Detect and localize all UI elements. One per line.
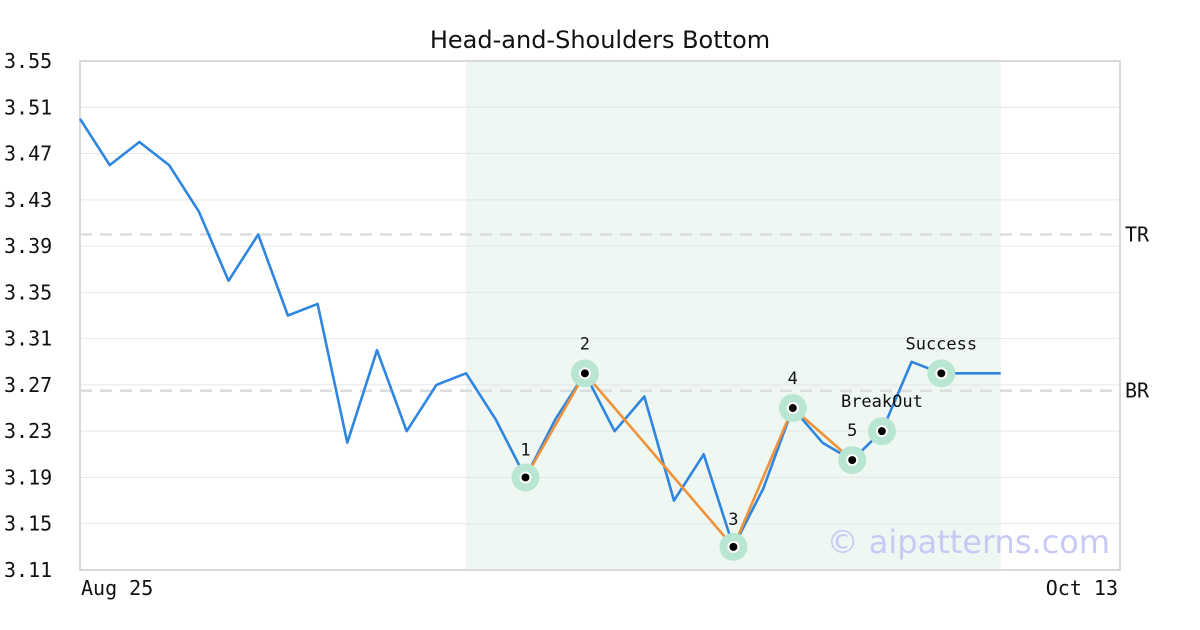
point-label: 2 (580, 334, 590, 354)
pattern-region-layer (466, 61, 1001, 570)
y-tick-label: 3.39 (4, 234, 52, 258)
point-label: 5 (847, 421, 857, 441)
pattern-region (466, 61, 1001, 570)
y-tick-label: 3.19 (4, 465, 52, 489)
chart-title: Head-and-Shoulders Bottom (430, 26, 770, 54)
watermark: © aipatterns.com (827, 523, 1110, 561)
point-label: BreakOut (841, 392, 923, 412)
pattern-points-layer: 1 2 3 4 5 BreakOut Success (511, 334, 977, 561)
y-tick-label: 3.51 (4, 95, 52, 119)
point-marker (521, 473, 530, 482)
y-tick-label: 3.27 (4, 373, 52, 397)
point-label: Success (905, 334, 977, 354)
level-label: BR (1125, 379, 1150, 403)
y-tick-label: 3.11 (4, 558, 52, 582)
y-tick-label: 3.31 (4, 327, 52, 351)
plot-frame (79, 60, 1121, 571)
point-label: 4 (788, 369, 798, 389)
point-marker (729, 542, 738, 551)
point-label: 3 (728, 510, 738, 530)
point-marker (877, 427, 886, 436)
level-label: TR (1125, 223, 1150, 247)
y-tick-label: 3.15 (4, 512, 52, 536)
x-axis-ticks: Aug 25 Oct 13 (81, 576, 1118, 600)
point-marker (848, 456, 857, 465)
x-tick-label: Aug 25 (81, 576, 153, 600)
y-tick-label: 3.47 (4, 142, 52, 166)
x-tick-label: Oct 13 (1046, 576, 1118, 600)
y-tick-label: 3.35 (4, 280, 52, 304)
y-tick-label: 3.23 (4, 419, 52, 443)
y-tick-label: 3.55 (4, 49, 52, 73)
point-marker (580, 369, 589, 378)
y-axis-ticks: 3.55 3.51 3.47 3.43 3.39 3.35 3.31 3.27 3.23 3.19… (4, 49, 52, 582)
y-tick-label: 3.43 (4, 188, 52, 212)
point-marker (937, 369, 946, 378)
point-marker (788, 404, 797, 413)
point-label: 1 (520, 440, 530, 460)
